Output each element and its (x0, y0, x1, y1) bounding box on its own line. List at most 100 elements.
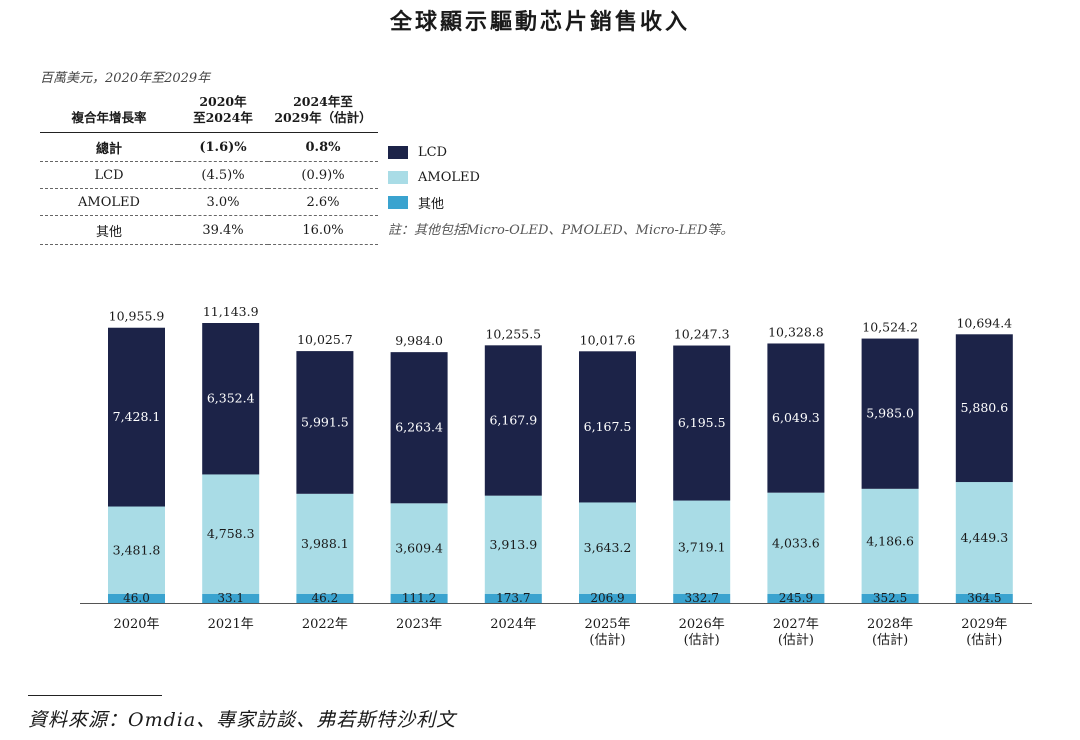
bar-total-label: 10,247.3 (674, 327, 730, 342)
bar-segment-lcd (955, 334, 1013, 483)
bar-segment-amoled (955, 482, 1013, 594)
x-tick-label: 2028年 (867, 617, 913, 632)
x-tick-sublabel: (估計) (966, 632, 1002, 648)
legend: LCD AMOLED 其他 (388, 140, 480, 215)
bar-segment-lcd (767, 343, 825, 493)
bar-value-label-lcd: 6,195.5 (678, 415, 726, 430)
x-tick-sublabel: (估計) (778, 632, 814, 648)
bar-value-label-others: 111.2 (402, 591, 436, 605)
cagr-header-label: 複合年增長率 (40, 92, 178, 133)
bar-total-label: 10,955.9 (109, 309, 165, 324)
bar-segment-lcd (202, 323, 260, 475)
cagr-row-label: AMOLED (40, 188, 178, 216)
bar-value-label-amoled: 3,988.1 (301, 536, 349, 551)
bar-segment-amoled (390, 503, 448, 594)
bar-total-label: 10,255.5 (485, 326, 541, 341)
legend-item-others: 其他 (388, 190, 480, 215)
cagr-table: 複合年增長率 2020年 至2024年 2024年至 2029年（估計） 總計 (1… (40, 92, 378, 245)
bar-segment-amoled (861, 488, 919, 594)
bar-value-label-lcd: 6,167.5 (584, 419, 632, 434)
bar-value-label-lcd: 5,991.5 (301, 414, 349, 429)
bar-total-label: 10,694.4 (956, 315, 1012, 330)
legend-label-amoled: AMOLED (418, 170, 480, 185)
bar-value-label-others: 33.1 (217, 591, 244, 605)
bar-value-label-amoled: 3,643.2 (584, 540, 632, 555)
x-tick-label: 2025年 (584, 617, 630, 632)
bar-value-label-others: 206.9 (590, 591, 624, 605)
bar-segment-amoled (673, 500, 731, 594)
bar-value-label-amoled: 4,033.6 (772, 535, 820, 550)
source-divider (28, 695, 162, 696)
bar-segment-lcd (579, 351, 636, 503)
bar-value-label-amoled: 3,913.9 (489, 537, 537, 552)
bar-segment-amoled (202, 474, 260, 594)
cagr-value-2020-2024: 39.4% (178, 215, 268, 245)
source-text: 資料來源：Omdia、專家訪談、弗若斯特沙利文 (28, 709, 457, 731)
x-tick-label: 2020年 (113, 617, 159, 632)
bar-total-label: 10,524.2 (862, 320, 918, 335)
cagr-value-2020-2024: (1.6)% (178, 132, 268, 162)
x-tick-label: 2023年 (396, 617, 442, 632)
cagr-row-others: 其他 39.4% 16.0% (40, 215, 378, 245)
bar-segment-others (955, 593, 1013, 603)
bar-value-label-lcd: 5,880.6 (960, 400, 1008, 415)
bar-value-label-lcd: 6,167.9 (489, 412, 537, 427)
x-tick-label: 2021年 (208, 617, 254, 632)
legend-note: 註：其他包括Micro-OLED、PMOLED、Micro-LED等。 (388, 223, 734, 238)
legend-item-lcd: LCD (388, 140, 480, 165)
bar-total-label: 9,984.0 (395, 333, 443, 348)
x-tick-sublabel: (估計) (684, 632, 720, 648)
x-tick-label: 2027年 (773, 617, 819, 632)
bar-value-label-others: 46.0 (123, 591, 150, 605)
x-tick-sublabel: (估計) (872, 632, 908, 648)
bar-value-label-others: 352.5 (873, 591, 907, 605)
bar-value-label-lcd: 6,049.3 (772, 410, 820, 425)
bar-value-label-others: 173.7 (496, 591, 530, 605)
bar-total-label: 10,328.8 (768, 324, 824, 339)
cagr-row-label: 總計 (40, 132, 178, 162)
cagr-value-2024-2029: (0.9)% (268, 161, 378, 189)
bar-segment-others (296, 594, 354, 603)
bar-segment-others (579, 594, 636, 603)
bar-segment-others (484, 594, 542, 603)
cagr-row-label: 其他 (40, 215, 178, 245)
legend-swatch-amoled (388, 171, 408, 184)
cagr-row-lcd: LCD (4.5)% (0.9)% (40, 161, 378, 189)
bar-value-label-amoled: 4,758.3 (207, 526, 255, 541)
bar-segment-lcd (390, 352, 448, 504)
cagr-header-2024-2029: 2024年至 2029年（估計） (268, 92, 378, 133)
bar-value-label-others: 364.5 (967, 591, 1001, 605)
x-tick-label: 2024年 (490, 617, 536, 632)
cagr-header-2020-2024: 2020年 至2024年 (178, 92, 268, 133)
legend-swatch-lcd (388, 146, 408, 159)
bar-value-label-amoled: 3,609.4 (395, 541, 443, 556)
bar-segment-others (861, 594, 919, 603)
chart-title: 全球顯示驅動芯片銷售收入 (389, 10, 690, 35)
bar-value-label-amoled: 3,719.1 (678, 539, 726, 554)
bar-segment-others (767, 594, 825, 603)
bar-segment-lcd (673, 345, 731, 501)
bar-value-label-others: 245.9 (779, 591, 813, 605)
cagr-value-2024-2029: 16.0% (268, 215, 378, 245)
bar-value-label-others: 46.2 (312, 591, 339, 605)
legend-item-amoled: AMOLED (388, 165, 480, 190)
cagr-row-total: 總計 (1.6)% 0.8% (40, 132, 378, 162)
cagr-value-2020-2024: 3.0% (178, 188, 268, 216)
bar-total-label: 10,017.6 (580, 332, 636, 347)
x-tick-label: 2026年 (679, 617, 725, 632)
cagr-value-2024-2029: 0.8% (268, 132, 378, 162)
x-tick-label: 2022年 (302, 617, 348, 632)
bar-segment-lcd (484, 345, 542, 496)
bar-segment-amoled (108, 506, 165, 594)
x-tick-sublabel: (估計) (589, 632, 625, 648)
bar-value-label-lcd: 7,428.1 (113, 409, 161, 424)
unit-label: 百萬美元，2020年至2029年 (40, 71, 211, 86)
bar-segment-others (390, 594, 448, 603)
legend-label-lcd: LCD (418, 145, 448, 160)
cagr-row-amoled: AMOLED 3.0% 2.6% (40, 188, 378, 216)
bar-value-label-amoled: 4,186.6 (866, 533, 914, 548)
bar-segment-others (108, 594, 165, 603)
bar-value-label-lcd: 5,985.0 (866, 406, 914, 421)
bar-value-label-amoled: 4,449.3 (960, 530, 1008, 545)
